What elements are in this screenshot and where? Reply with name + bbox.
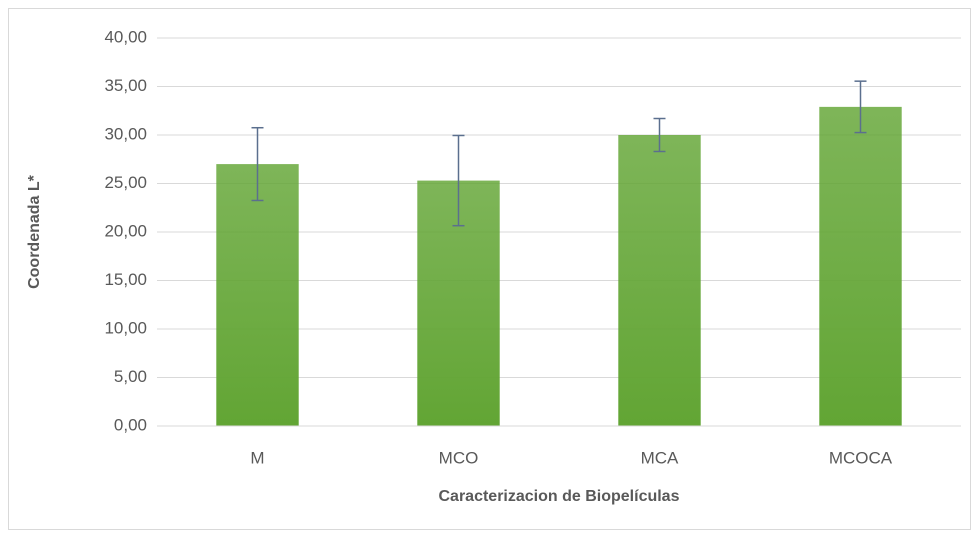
y-tick-label: 30,00 — [104, 124, 147, 143]
y-tick-label: 0,00 — [114, 415, 147, 434]
y-tick-label: 35,00 — [104, 76, 147, 95]
error-bar — [452, 134, 465, 227]
error-bar — [653, 117, 666, 153]
x-tick-label: MCOCA — [829, 448, 893, 467]
bar — [216, 164, 299, 426]
y-tick-label: 40,00 — [104, 27, 147, 46]
error-bar — [251, 126, 264, 202]
y-tick-label: 15,00 — [104, 270, 147, 289]
x-tick-label: MCO — [439, 448, 479, 467]
bar — [618, 135, 701, 426]
x-tick-label: M — [250, 448, 264, 467]
y-axis-title: Coordenada L* — [26, 174, 43, 289]
y-tick-label: 25,00 — [104, 173, 147, 192]
x-axis-title: Caracterizacion de Biopelículas — [439, 488, 680, 505]
x-tick-label: MCA — [641, 448, 679, 467]
y-tick-label: 5,00 — [114, 367, 147, 386]
y-tick-label: 10,00 — [104, 318, 147, 337]
y-tick-label: 20,00 — [104, 221, 147, 240]
error-bar — [854, 80, 867, 134]
bar — [819, 106, 902, 427]
